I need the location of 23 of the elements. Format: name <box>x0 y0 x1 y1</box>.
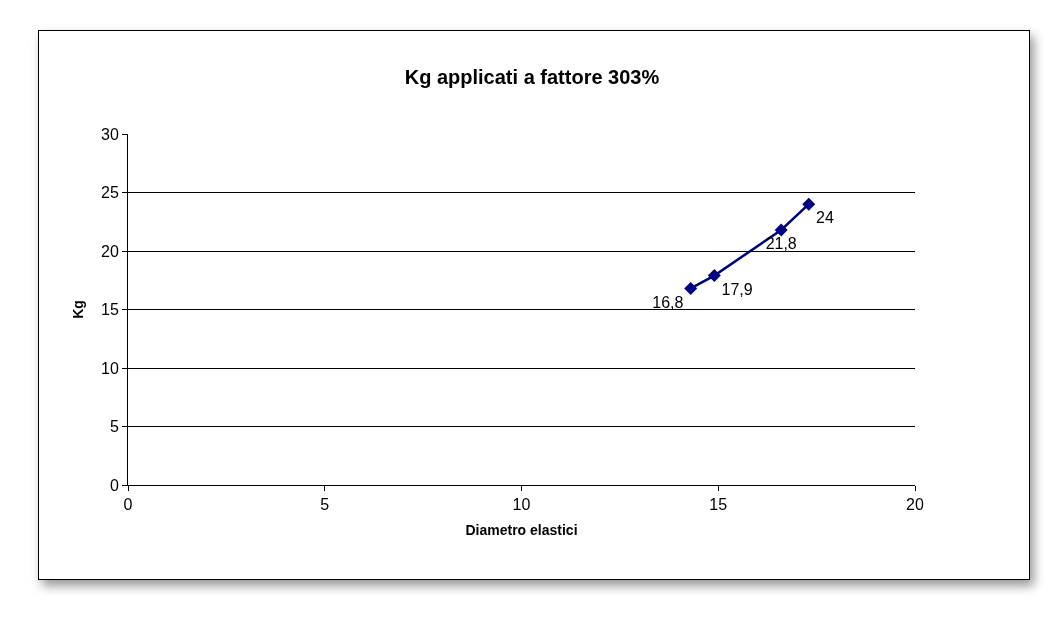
y-tick-label: 10 <box>101 359 119 377</box>
data-label: 16,8 <box>652 293 684 311</box>
y-axis-title: Kg <box>69 300 86 319</box>
y-tick-label: 20 <box>101 242 119 260</box>
point <box>774 223 788 237</box>
data-label: 24 <box>816 209 834 227</box>
y-tick-label: 5 <box>109 418 119 436</box>
y-tick-label: 0 <box>109 476 119 494</box>
x-tick-label: 0 <box>123 496 133 514</box>
data-label: 17,9 <box>721 280 753 298</box>
y-tick-label: 30 <box>101 125 119 143</box>
y-tick-label: 25 <box>101 184 119 202</box>
chart-title: Kg applicati a fattore 303% <box>404 66 660 89</box>
x-tick-label: 20 <box>906 496 924 514</box>
x-tick-label: 10 <box>512 496 531 514</box>
point <box>684 281 698 295</box>
data-label: 21,8 <box>765 235 797 253</box>
point <box>802 197 816 211</box>
y-tick-label: 15 <box>101 301 119 319</box>
x-tick-label: 5 <box>320 496 330 514</box>
x-axis-title: Diametro elastici <box>465 521 578 538</box>
x-tick-label: 15 <box>709 496 728 514</box>
point <box>707 269 721 283</box>
